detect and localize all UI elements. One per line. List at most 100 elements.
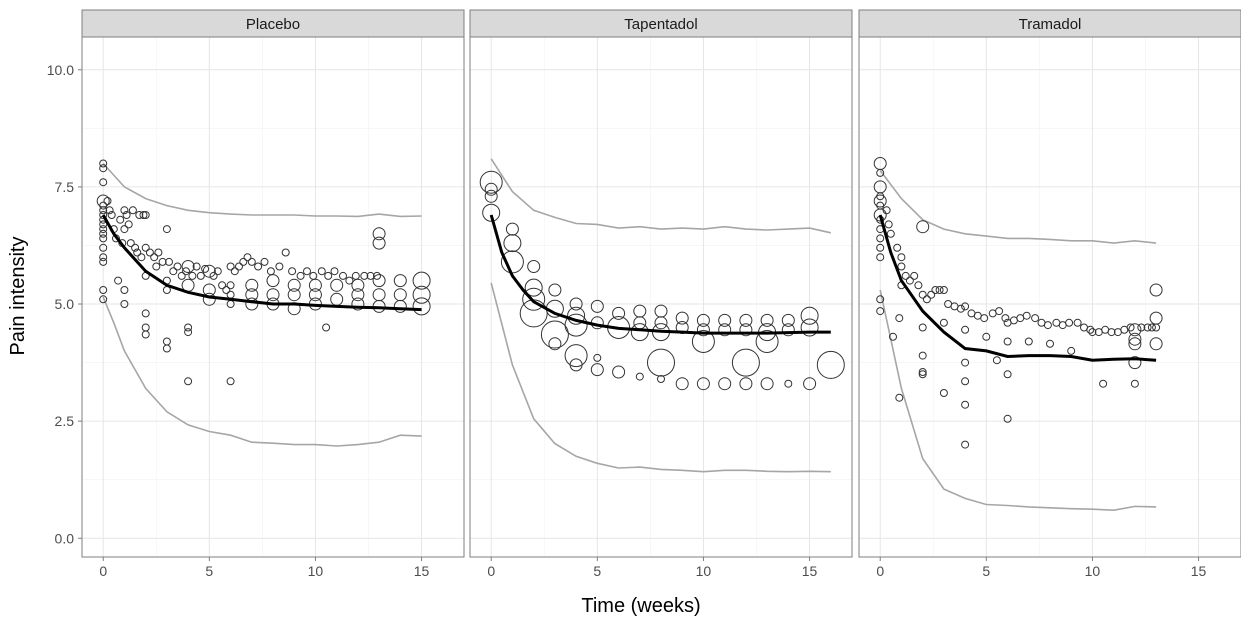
- data-point: [317, 267, 326, 276]
- data-point: [886, 229, 895, 238]
- data-point: [980, 314, 989, 323]
- data-point: [612, 365, 626, 379]
- data-point: [590, 299, 604, 313]
- x-tick-label: 5: [593, 563, 601, 579]
- panel-background: [81, 36, 465, 558]
- data-point: [103, 197, 112, 205]
- data-point: [107, 211, 116, 219]
- data-point: [484, 189, 498, 203]
- data-point: [1149, 337, 1163, 351]
- data-point: [918, 368, 927, 376]
- data-point: [243, 253, 252, 262]
- data-point: [914, 281, 923, 290]
- data-point: [226, 281, 235, 290]
- data-point: [122, 211, 131, 219]
- data-point: [593, 353, 602, 362]
- data-point: [961, 302, 970, 311]
- data-point: [184, 328, 193, 337]
- data-point: [1107, 328, 1116, 337]
- data-point: [873, 208, 887, 222]
- data-point: [412, 297, 431, 316]
- data-point: [192, 262, 201, 271]
- x-tick-label: 10: [308, 563, 324, 579]
- data-point: [482, 203, 501, 222]
- data-point: [876, 168, 885, 177]
- data-point: [1126, 323, 1135, 332]
- data-point: [1003, 414, 1012, 423]
- y-tick-label: 2.5: [55, 413, 75, 429]
- data-point: [548, 283, 562, 297]
- data-point: [235, 262, 243, 271]
- facet-strip-label: Placebo: [246, 16, 300, 33]
- data-point: [412, 285, 431, 304]
- data-point: [150, 253, 159, 262]
- data-point: [897, 253, 906, 262]
- facet-panel-placebo: Placebo 0 5 10 15: [81, 9, 465, 579]
- data-point: [133, 248, 142, 257]
- data-point: [882, 206, 891, 215]
- x-axis-title: Time (weeks): [581, 595, 700, 617]
- data-point: [590, 363, 604, 377]
- data-point: [922, 295, 931, 304]
- data-point: [1128, 332, 1142, 346]
- data-point: [781, 323, 795, 337]
- data-point: [889, 332, 897, 341]
- x-tick-label: 15: [414, 563, 430, 579]
- data-point: [1043, 321, 1052, 330]
- data-point: [196, 271, 205, 280]
- data-point: [177, 271, 186, 280]
- data-point: [1088, 328, 1097, 337]
- data-point: [126, 239, 135, 248]
- data-point: [184, 377, 193, 386]
- data-point: [522, 287, 546, 311]
- data-point: [351, 288, 365, 302]
- data-point: [992, 356, 1001, 365]
- data-point: [213, 267, 222, 276]
- data-point: [755, 330, 779, 353]
- data-point: [918, 370, 927, 379]
- data-point: [99, 225, 108, 234]
- data-point: [691, 330, 715, 353]
- data-point: [188, 271, 197, 280]
- facet-strip-label: Tramadol: [1019, 16, 1082, 33]
- data-point: [345, 276, 354, 285]
- data-point: [247, 257, 256, 266]
- data-point: [99, 220, 108, 229]
- data-point: [99, 234, 108, 243]
- data-point: [647, 348, 675, 377]
- data-point: [120, 206, 129, 215]
- data-point: [99, 286, 108, 294]
- data-point: [901, 271, 910, 280]
- median-line: [489, 214, 831, 335]
- data-point: [393, 299, 407, 313]
- data-point: [939, 286, 948, 294]
- data-point: [137, 253, 146, 262]
- y-axis-title: Pain intensity: [7, 237, 29, 356]
- data-point: [308, 278, 322, 292]
- lower-interval-line: [879, 289, 1157, 512]
- data-point: [1046, 339, 1054, 348]
- data-point: [564, 344, 588, 368]
- data-point: [564, 313, 588, 337]
- data-point: [145, 248, 154, 257]
- median-line: [878, 214, 1157, 362]
- y-axis: 0.0 2.5 5.0 7.5 10.0: [47, 62, 82, 546]
- x-tick-label: 0: [487, 563, 495, 579]
- data-point: [895, 393, 904, 402]
- data-point: [816, 350, 845, 379]
- data-point: [373, 271, 381, 280]
- data-point: [99, 257, 108, 266]
- data-point: [527, 260, 541, 273]
- data-point: [141, 309, 150, 318]
- data-point: [918, 323, 927, 332]
- data-point: [916, 220, 930, 234]
- data-point: [479, 170, 503, 194]
- data-point: [630, 323, 649, 342]
- data-point: [696, 377, 710, 391]
- data-point: [1152, 323, 1161, 332]
- data-point: [961, 325, 970, 334]
- data-point: [995, 307, 1004, 316]
- data-point: [351, 278, 365, 292]
